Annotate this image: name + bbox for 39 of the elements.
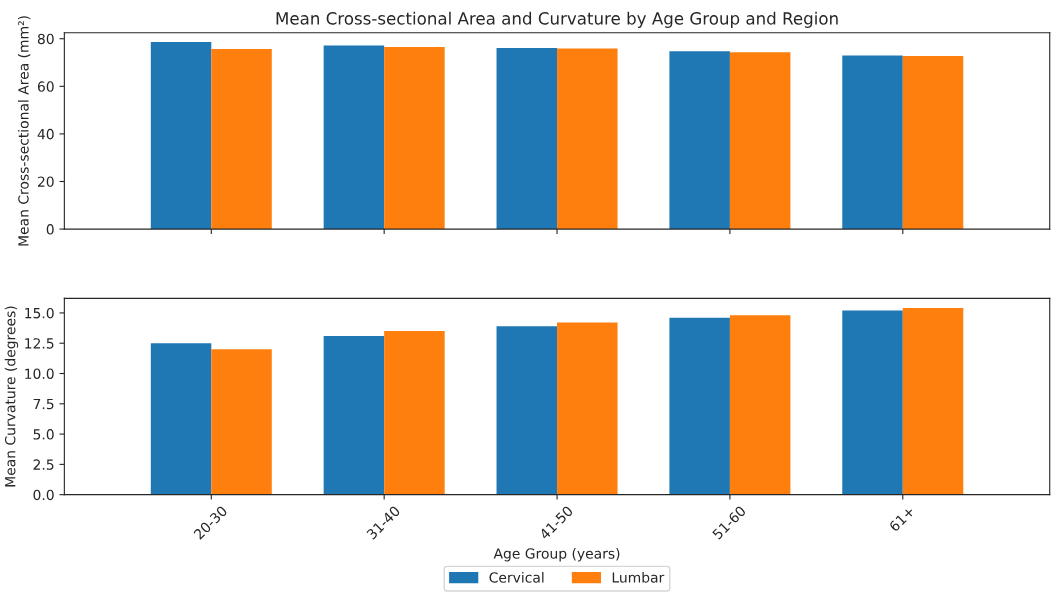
y-tick-label: 60 <box>37 81 54 92</box>
y-tick-label: 0 <box>46 224 54 235</box>
bar <box>557 322 618 495</box>
y-tick-label: 40 <box>37 128 54 140</box>
bar <box>902 308 964 495</box>
bar <box>323 45 385 230</box>
bar <box>384 47 445 230</box>
bar <box>902 56 964 230</box>
bar <box>557 48 618 230</box>
bar <box>729 315 791 495</box>
y-tick-label: 7.5 <box>33 398 54 410</box>
y-tick-label: 2.5 <box>33 459 54 470</box>
y-tick-label: 10.0 <box>25 368 54 379</box>
bar <box>669 51 730 230</box>
bar <box>842 55 903 230</box>
y-tick-label: 0.0 <box>33 489 54 501</box>
legend-label: Lumbar <box>612 571 665 583</box>
bar <box>496 326 558 495</box>
bar <box>842 310 903 495</box>
y-tick-label: 12.5 <box>25 338 54 349</box>
bar <box>384 331 445 495</box>
bar <box>150 343 212 495</box>
chart-title: Mean Cross-sectional Area and Curvature by Age Group and Region <box>276 11 838 28</box>
bar <box>323 335 385 495</box>
bar <box>150 42 212 230</box>
bar <box>211 48 272 230</box>
y-tick-label: 5.0 <box>33 429 54 440</box>
bar <box>729 52 791 230</box>
bar <box>496 48 558 230</box>
bar <box>211 349 272 495</box>
y-tick-label: 15.0 <box>25 307 54 319</box>
y-tick-label: 80 <box>37 33 54 45</box>
bar <box>669 317 730 495</box>
x-axis-title: Age Group (years) <box>493 548 620 562</box>
legend-label: Cervical <box>489 571 544 583</box>
x-tick-label: 61+ <box>888 505 915 533</box>
y-tick-label: 20 <box>37 176 54 187</box>
y-axis-title: Mean Curvature (degrees) <box>4 306 19 487</box>
y-axis-title: Mean Cross-sectional Area (mm²) <box>17 16 31 246</box>
